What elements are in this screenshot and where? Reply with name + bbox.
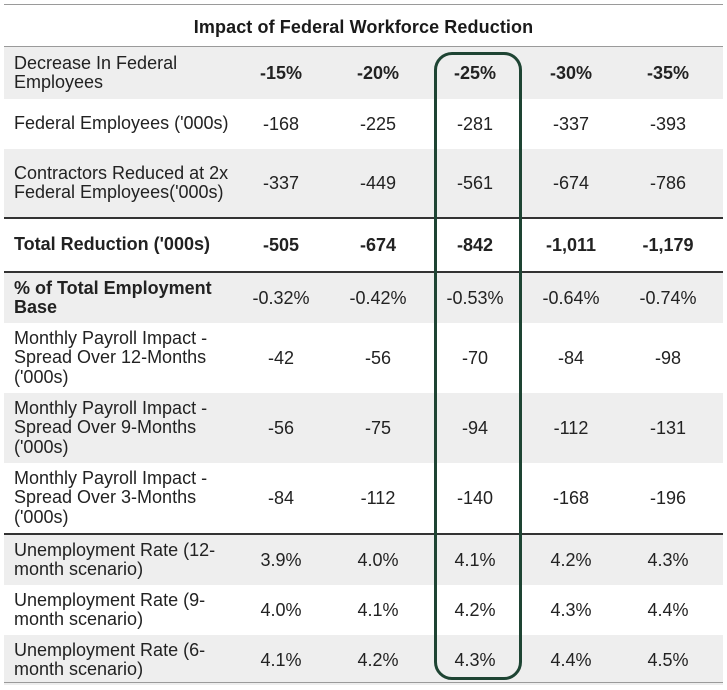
cell-value: -20% bbox=[356, 62, 400, 83]
cell-value: 4.0% bbox=[357, 549, 399, 570]
cell-value: 4.4% bbox=[647, 599, 689, 620]
row-label: Decrease In Federal Employees bbox=[14, 52, 178, 92]
cell-value: -94 bbox=[461, 417, 488, 438]
cell-value: 4.3% bbox=[550, 599, 592, 620]
table-row: Contractors Reduced at 2x Federal Employ… bbox=[4, 149, 723, 219]
bottom-rule bbox=[4, 682, 723, 683]
cell-value: -25% bbox=[453, 62, 497, 83]
cell-value: -842 bbox=[456, 234, 494, 255]
cell-value: -112 bbox=[360, 487, 396, 508]
cell-value: -786 bbox=[649, 172, 687, 193]
cell-value: -196 bbox=[649, 487, 687, 508]
cell-value: -15% bbox=[259, 62, 303, 83]
row-label: Monthly Payroll Impact - Spread Over 3-M… bbox=[14, 467, 208, 527]
table-row: Total Reduction ('000s) -505 -674 -842 -1,01… bbox=[4, 219, 723, 273]
cell-value: -561 bbox=[456, 172, 494, 193]
workforce-reduction-table: Decrease In Federal Employees -15% -20% -25… bbox=[4, 47, 723, 685]
cell-value: 3.9% bbox=[260, 549, 302, 570]
table-title: Impact of Federal Workforce Reduction bbox=[193, 17, 534, 37]
cell-value: -98 bbox=[654, 347, 681, 368]
cell-value: -225 bbox=[359, 113, 397, 134]
cell-value: -337 bbox=[262, 172, 300, 193]
row-label: Total Reduction ('000s) bbox=[14, 234, 210, 255]
cell-value: -42 bbox=[267, 347, 294, 368]
cell-value: -168 bbox=[262, 113, 300, 134]
table-row: % of Total Employment Base -0.32% -0.42% -0… bbox=[4, 273, 723, 323]
row-label: Contractors Reduced at 2x Federal Employ… bbox=[14, 162, 229, 202]
cell-value: 4.1% bbox=[454, 549, 496, 570]
cell-value: 4.1% bbox=[260, 649, 302, 670]
table-row: Federal Employees ('000s) -168 -225 -281 -33… bbox=[4, 99, 723, 149]
cell-value: -0.42% bbox=[349, 287, 407, 308]
cell-value: 4.1% bbox=[357, 599, 399, 620]
cell-value: -674 bbox=[552, 172, 590, 193]
cell-value: -281 bbox=[456, 113, 494, 134]
row-label: Unemployment Rate (12-month scenario) bbox=[14, 539, 216, 579]
table-row: Decrease In Federal Employees -15% -20% -25… bbox=[4, 47, 723, 99]
table-row: Unemployment Rate (12-month scenario) 3.9… bbox=[4, 535, 723, 585]
cell-value: 4.0% bbox=[260, 599, 302, 620]
cell-value: 4.2% bbox=[550, 549, 592, 570]
cell-value: -70 bbox=[461, 347, 488, 368]
cell-value: -505 bbox=[262, 234, 300, 255]
row-label: Unemployment Rate (9-month scenario) bbox=[14, 589, 206, 629]
cell-value: -449 bbox=[359, 172, 397, 193]
cell-value: -140 bbox=[456, 487, 494, 508]
row-label: Monthly Payroll Impact - Spread Over 9-M… bbox=[14, 397, 208, 457]
cell-value: -35% bbox=[646, 62, 690, 83]
row-label: % of Total Employment Base bbox=[14, 277, 212, 317]
cell-value: -393 bbox=[649, 113, 687, 134]
cell-value: -1,179 bbox=[642, 234, 694, 255]
table-row: Monthly Payroll Impact - Spread Over 9-M… bbox=[4, 393, 723, 463]
cell-value: -75 bbox=[364, 417, 391, 438]
cell-value: -131 bbox=[649, 417, 687, 438]
title-rule bbox=[4, 46, 723, 47]
cell-value: 4.2% bbox=[357, 649, 399, 670]
cell-value: -674 bbox=[359, 234, 397, 255]
cell-value: -56 bbox=[267, 417, 294, 438]
cell-value: -84 bbox=[557, 347, 584, 368]
table-row: Unemployment Rate (9-month scenario) 4.0%… bbox=[4, 585, 723, 635]
cell-value: -30% bbox=[549, 62, 593, 83]
cell-value: -0.64% bbox=[542, 287, 600, 308]
cell-value: -0.32% bbox=[252, 287, 310, 308]
cell-value: -84 bbox=[267, 487, 294, 508]
row-label: Federal Employees ('000s) bbox=[14, 113, 229, 134]
cell-value: 4.4% bbox=[550, 649, 592, 670]
cell-value: -56 bbox=[364, 347, 391, 368]
cell-value: -0.74% bbox=[639, 287, 697, 308]
row-label: Monthly Payroll Impact - Spread Over 12-… bbox=[14, 327, 208, 387]
top-rule bbox=[4, 4, 723, 5]
cell-value: -337 bbox=[552, 113, 590, 134]
cell-value: -112 bbox=[553, 417, 589, 438]
cell-value: -168 bbox=[552, 487, 590, 508]
table-row: Monthly Payroll Impact - Spread Over 12-… bbox=[4, 323, 723, 393]
cell-value: 4.2% bbox=[454, 599, 496, 620]
cell-value: 4.5% bbox=[647, 649, 689, 670]
cell-value: 4.3% bbox=[454, 649, 496, 670]
cell-value: 4.3% bbox=[647, 549, 689, 570]
table-row: Unemployment Rate (6-month scenario) 4.1%… bbox=[4, 635, 723, 685]
cell-value: -0.53% bbox=[446, 287, 504, 308]
row-label: Unemployment Rate (6-month scenario) bbox=[14, 639, 206, 679]
table-row: Monthly Payroll Impact - Spread Over 3-M… bbox=[4, 463, 723, 535]
cell-value: -1,011 bbox=[545, 234, 597, 255]
